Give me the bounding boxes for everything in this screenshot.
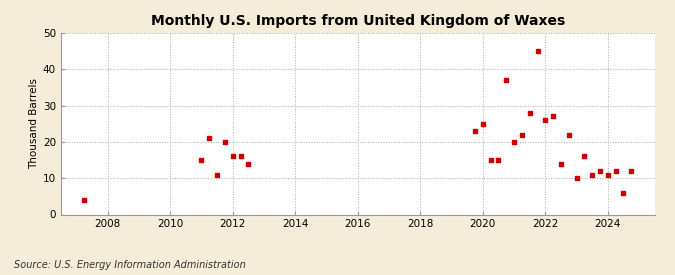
Point xyxy=(516,133,527,137)
Point xyxy=(485,158,496,162)
Point xyxy=(540,118,551,122)
Point xyxy=(477,122,488,126)
Title: Monthly U.S. Imports from United Kingdom of Waxes: Monthly U.S. Imports from United Kingdom… xyxy=(151,14,565,28)
Point xyxy=(603,172,614,177)
Point xyxy=(196,158,207,162)
Point xyxy=(532,49,543,53)
Point xyxy=(243,161,254,166)
Point xyxy=(595,169,605,173)
Point xyxy=(571,176,582,180)
Point xyxy=(212,172,223,177)
Point xyxy=(618,191,629,195)
Point xyxy=(219,140,230,144)
Point xyxy=(524,111,535,115)
Point xyxy=(79,198,90,202)
Point xyxy=(626,169,637,173)
Point xyxy=(556,161,566,166)
Point xyxy=(493,158,504,162)
Point xyxy=(470,129,481,133)
Point xyxy=(564,133,574,137)
Point xyxy=(587,172,597,177)
Point xyxy=(204,136,215,141)
Point xyxy=(509,140,520,144)
Point xyxy=(610,169,621,173)
Point xyxy=(235,154,246,159)
Point xyxy=(501,78,512,82)
Point xyxy=(579,154,590,159)
Point xyxy=(227,154,238,159)
Point xyxy=(547,114,558,119)
Y-axis label: Thousand Barrels: Thousand Barrels xyxy=(28,78,38,169)
Text: Source: U.S. Energy Information Administration: Source: U.S. Energy Information Administ… xyxy=(14,260,245,270)
